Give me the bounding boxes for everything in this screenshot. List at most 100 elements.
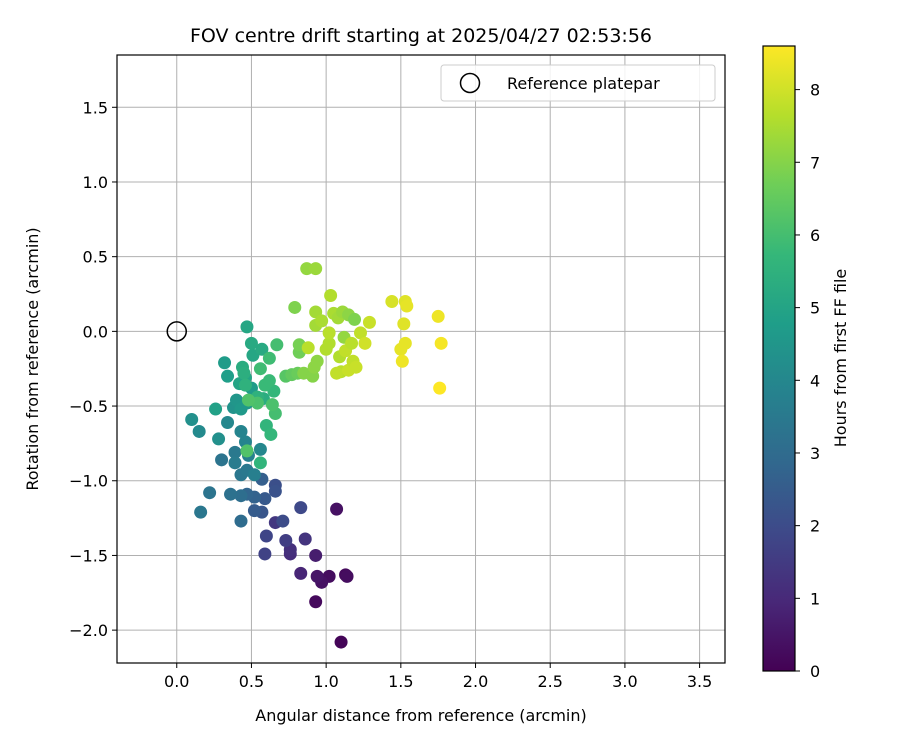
colorbar-tick-label: 7 (810, 153, 820, 172)
x-tick-label: 0.0 (164, 672, 189, 691)
data-point (433, 381, 447, 395)
colorbar-tick-label: 1 (810, 589, 820, 608)
x-axis-title: Angular distance from reference (arcmin) (255, 706, 586, 725)
data-point (234, 514, 248, 528)
data-point (192, 424, 206, 438)
data-point (322, 336, 336, 350)
data-point (322, 326, 336, 340)
data-point (310, 569, 324, 583)
data-point (194, 505, 208, 519)
y-tick-label: −1.0 (69, 472, 108, 491)
colorbar: 0 1 2 3 4 5 6 7 8 Hours from first FF file (762, 45, 850, 681)
data-point (397, 317, 411, 331)
data-point (247, 504, 261, 518)
data-point (265, 398, 279, 412)
y-tick-label: 1.0 (83, 173, 108, 192)
data-point (228, 445, 242, 459)
x-axis-ticks: 0.0 0.5 1.0 1.5 2.0 2.5 3.0 3.5 (164, 663, 712, 691)
data-point (203, 486, 217, 500)
data-point (309, 262, 323, 276)
grid-lines (117, 55, 725, 663)
legend: Reference platepar (440, 64, 716, 102)
x-tick-label: 0.5 (239, 672, 264, 691)
data-point (301, 341, 315, 355)
data-point (330, 366, 344, 380)
data-point (244, 336, 258, 350)
data-point (431, 309, 445, 323)
data-point (262, 374, 276, 388)
y-tick-label: 0.5 (83, 248, 108, 267)
data-point (258, 547, 272, 561)
data-point (253, 442, 267, 456)
plot-frame (116, 54, 726, 664)
legend-label: Reference platepar (507, 74, 660, 93)
data-point (324, 289, 338, 303)
data-point (279, 534, 293, 548)
data-point (288, 300, 302, 314)
colorbar-tick-label: 6 (810, 226, 820, 245)
data-point (385, 294, 399, 308)
x-tick-label: 1.5 (388, 672, 413, 691)
y-tick-label: −1.5 (69, 546, 108, 565)
data-point (300, 262, 314, 276)
data-point (309, 595, 323, 609)
data-point (294, 566, 308, 580)
data-point (400, 299, 414, 313)
data-point (395, 354, 409, 368)
data-point (358, 336, 372, 350)
y-axis-title: Rotation from reference (arcmin) (23, 227, 42, 490)
data-point (212, 432, 226, 446)
data-point (247, 468, 261, 482)
colorbar-tick-label: 4 (810, 371, 820, 390)
colorbar-tick-label: 8 (810, 81, 820, 100)
data-point (434, 336, 448, 350)
data-point (330, 502, 344, 516)
data-point (221, 415, 235, 429)
data-point (185, 413, 199, 427)
data-point (255, 342, 269, 356)
x-tick-label: 3.0 (612, 672, 637, 691)
data-point (215, 453, 229, 467)
data-point (334, 635, 348, 649)
data-point (258, 492, 272, 506)
legend-box (440, 64, 716, 102)
chart-title: FOV centre drift starting at 2025/04/27 … (190, 25, 652, 47)
data-point (353, 326, 367, 340)
data-point (268, 484, 282, 498)
colorbar-gradient (762, 45, 796, 672)
data-point (224, 487, 238, 501)
y-tick-label: −2.0 (69, 621, 108, 640)
y-tick-label: −0.5 (69, 397, 108, 416)
data-point (264, 427, 278, 441)
data-point (253, 456, 267, 470)
y-axis-ticks: 1.5 1.0 0.5 0.0 −0.5 −1.0 −1.5 −2.0 (69, 98, 117, 640)
colorbar-ticks: 0 1 2 3 4 5 6 7 8 (795, 81, 820, 681)
y-tick-label: 0.0 (83, 322, 108, 341)
data-point (349, 360, 363, 374)
y-tick-label: 1.5 (83, 98, 108, 117)
data-point (240, 320, 254, 334)
colorbar-tick-label: 0 (810, 662, 820, 681)
data-point (240, 444, 254, 458)
data-point (348, 312, 362, 326)
data-point (259, 529, 273, 543)
data-point (294, 501, 308, 515)
data-point (228, 456, 242, 470)
data-point (315, 314, 329, 328)
colorbar-tick-label: 5 (810, 299, 820, 318)
data-point (362, 315, 376, 329)
data-point (209, 402, 223, 416)
data-point (241, 393, 255, 407)
x-tick-label: 2.0 (463, 672, 488, 691)
data-point (270, 338, 284, 352)
data-point (345, 336, 359, 350)
data-point (394, 342, 408, 356)
data-points (185, 262, 448, 649)
data-point (234, 489, 248, 503)
data-point (253, 362, 267, 376)
reference-point-marker (166, 321, 188, 342)
data-point (262, 351, 276, 365)
x-tick-label: 2.5 (537, 672, 562, 691)
data-point (340, 569, 354, 583)
